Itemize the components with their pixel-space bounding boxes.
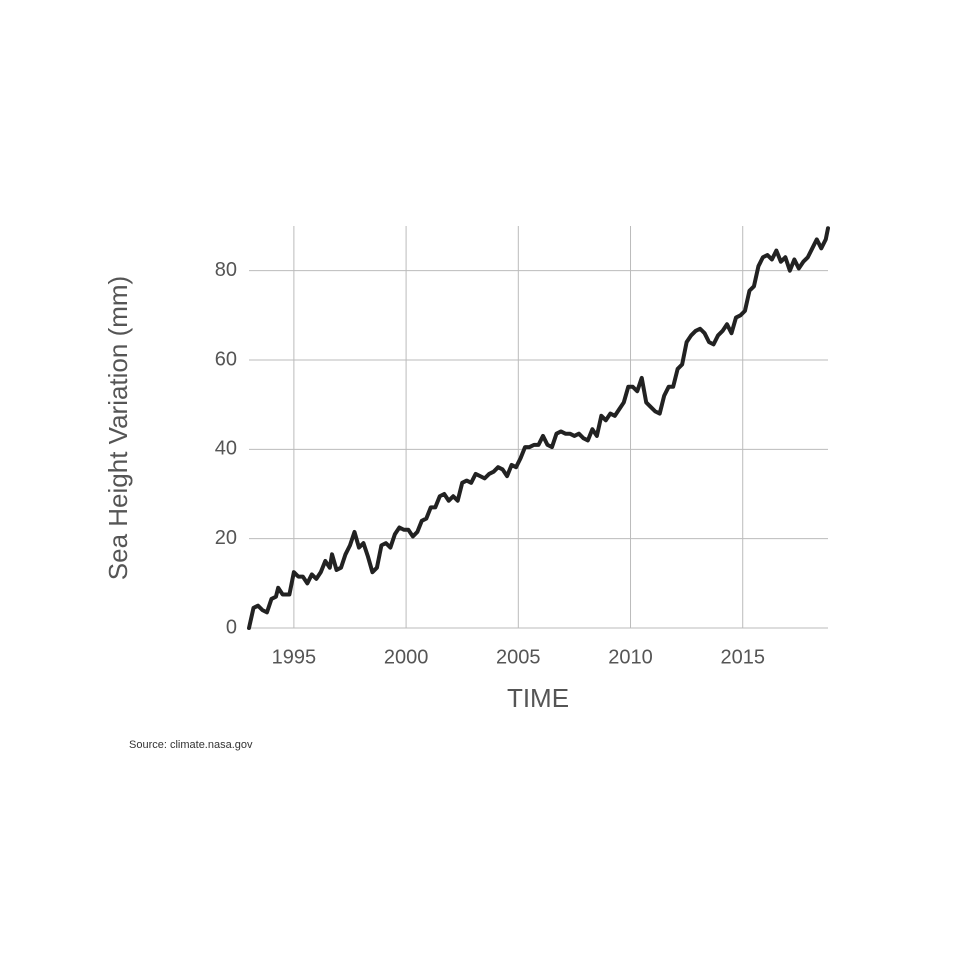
- y-tick-label: 20: [215, 527, 237, 549]
- source-note: Source: climate.nasa.gov: [129, 739, 253, 751]
- y-tick-label: 0: [226, 616, 237, 638]
- y-tick-label: 40: [215, 438, 237, 460]
- x-axis-label: TIME: [507, 683, 569, 713]
- x-tick-label: 2005: [496, 646, 541, 668]
- x-tick-label: 2010: [608, 646, 653, 668]
- y-tick-label: 60: [215, 348, 237, 370]
- x-tick-label: 2000: [384, 646, 429, 668]
- x-tick-label: 2015: [720, 646, 765, 668]
- y-axis-label: Sea Height Variation (mm): [103, 276, 133, 580]
- data-line: [247, 226, 830, 630]
- y-tick-label: 80: [215, 259, 237, 281]
- x-tick-label: 1995: [272, 646, 317, 668]
